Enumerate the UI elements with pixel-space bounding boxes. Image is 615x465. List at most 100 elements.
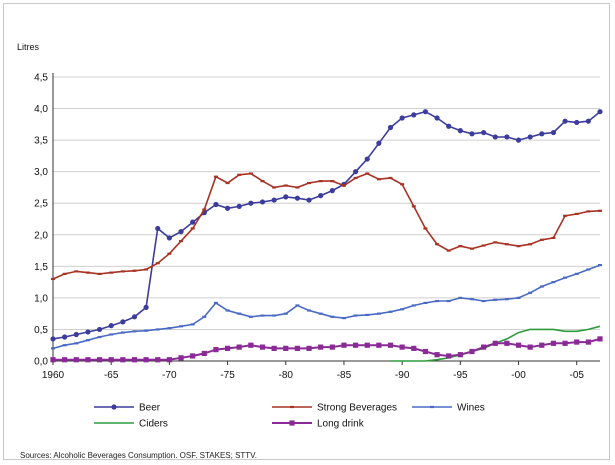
y-tick-label: 0,0 [34, 357, 48, 368]
legend-label: Strong Beverages [317, 403, 397, 414]
data-point [50, 336, 56, 342]
data-point [352, 342, 359, 348]
data-point [236, 344, 242, 350]
series-wines [51, 263, 602, 350]
legend-item: Beer [94, 403, 161, 414]
data-point [574, 339, 580, 345]
data-point [143, 357, 149, 363]
data-point [50, 357, 56, 363]
data-point [271, 197, 277, 203]
data-point [597, 109, 603, 115]
data-point [306, 197, 312, 203]
data-point [201, 350, 207, 357]
y-tick-label: 1,5 [34, 262, 48, 273]
series-long-drink [50, 336, 603, 363]
y-tick-label: 4,5 [34, 73, 48, 84]
data-point [562, 340, 568, 346]
x-axis-ticks: 1960 -65 -70 -75 -80 -85 -90 -95 -00 -05 [42, 361, 584, 381]
data-point [318, 193, 324, 199]
data-point [236, 203, 242, 209]
data-point [422, 109, 429, 115]
data-point [527, 344, 533, 350]
legend-label: Long drink [317, 419, 365, 430]
x-tick-label: -90 [395, 370, 410, 381]
data-point [143, 304, 149, 310]
x-tick-label: -70 [162, 370, 177, 381]
data-point [585, 118, 591, 124]
data-point [155, 225, 161, 232]
data-point [446, 123, 452, 129]
data-point [481, 129, 487, 136]
data-point [62, 357, 68, 363]
series-line [52, 110, 601, 340]
data-point [539, 342, 545, 348]
data-point [446, 353, 452, 359]
x-tick-label: -75 [220, 370, 235, 381]
data-point [155, 357, 161, 363]
data-point [364, 342, 370, 348]
data-point [539, 131, 545, 137]
data-point [131, 314, 138, 320]
data-point [271, 345, 277, 351]
data-point [492, 134, 498, 140]
data-point [422, 348, 429, 355]
y-tick-label: 3,5 [34, 136, 48, 147]
legend-marker [111, 404, 117, 410]
x-tick-label: -80 [279, 370, 294, 381]
legend-label: Wines [457, 403, 485, 414]
y-tick-label: 1,0 [34, 293, 48, 304]
data-point [213, 347, 219, 353]
x-tick-label: -95 [453, 370, 468, 381]
data-point [283, 345, 289, 351]
series-beer [50, 109, 603, 342]
data-point [387, 124, 394, 131]
data-point [585, 339, 591, 345]
data-point [120, 357, 126, 363]
data-point [120, 319, 126, 325]
legend-item: Wines [412, 403, 485, 414]
data-point [166, 357, 172, 363]
y-axis-ticks: 0,0 0,5 1,0 1,5 2,0 2,5 3,0 3,5 4,0 4,5 [34, 73, 48, 368]
legend-item: Strong Beverages [272, 403, 397, 414]
data-point [190, 219, 196, 225]
data-point [376, 342, 382, 348]
data-point [62, 334, 68, 340]
data-point [329, 344, 335, 350]
data-point [504, 340, 510, 346]
data-point [399, 115, 405, 121]
source-note: Sources: Alcoholic Beverages Consumption… [20, 451, 257, 460]
data-point [469, 131, 475, 137]
x-tick-label: -85 [337, 370, 352, 381]
data-point [492, 340, 498, 346]
data-point [224, 345, 231, 351]
data-point [85, 357, 91, 363]
data-point [96, 357, 103, 363]
data-point [434, 115, 440, 121]
data-point [108, 357, 114, 363]
data-point [224, 205, 231, 211]
data-point [515, 342, 522, 348]
data-point [457, 352, 463, 358]
data-point [515, 137, 522, 143]
data-point [376, 140, 382, 146]
data-point [318, 344, 324, 350]
line-chart: Litres 0,0 0,5 1,0 1,5 2,0 2,5 3,0 3,5 4,0 4,5 19… [17, 42, 603, 430]
data-point [131, 357, 138, 363]
data-point [178, 229, 184, 235]
chart-frame: Litres 0,0 0,5 1,0 1,5 2,0 2,5 3,0 3,5 4,0 4,5 19… [3, 3, 610, 460]
series-line [53, 337, 601, 361]
data-point [399, 344, 405, 350]
data-point [341, 342, 347, 348]
legend-item: Long drink [272, 419, 365, 430]
x-tick-label: -05 [569, 370, 584, 381]
x-tick-label: -65 [104, 370, 119, 381]
series-line [52, 264, 601, 350]
data-point [352, 169, 359, 175]
data-point [108, 323, 114, 329]
data-point [213, 201, 219, 208]
y-tick-label: 0,5 [34, 325, 48, 336]
y-tick-label: 3,0 [34, 167, 48, 178]
x-tick-label: -00 [511, 370, 526, 381]
data-point [574, 119, 580, 126]
data-point [96, 326, 103, 333]
